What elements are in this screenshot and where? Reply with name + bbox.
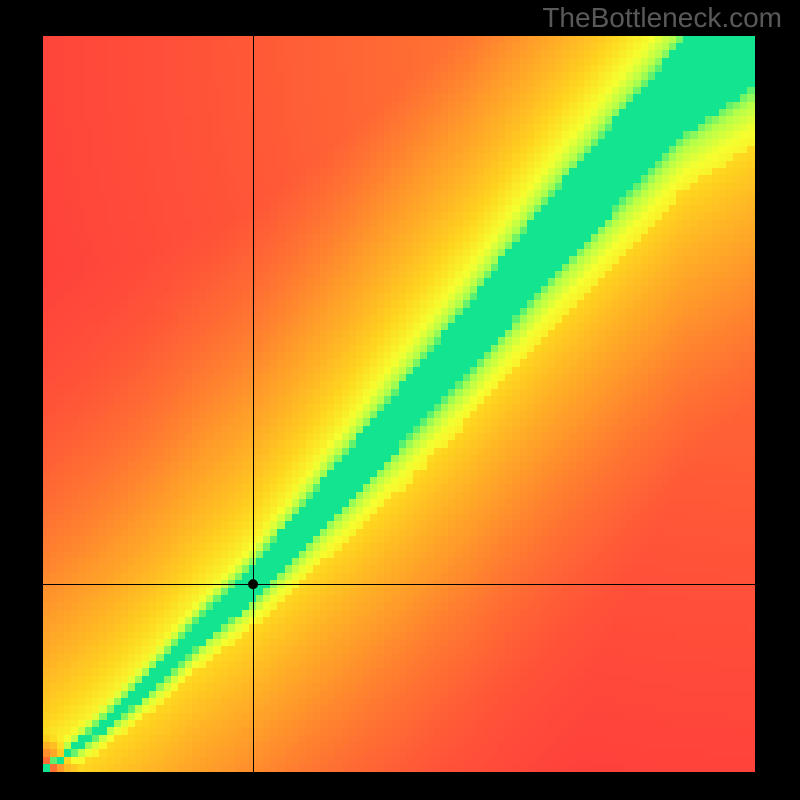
plot-area — [43, 36, 755, 772]
chart-container: TheBottleneck.com — [0, 0, 800, 800]
watermark-text: TheBottleneck.com — [542, 2, 782, 34]
heatmap-canvas — [43, 36, 755, 772]
